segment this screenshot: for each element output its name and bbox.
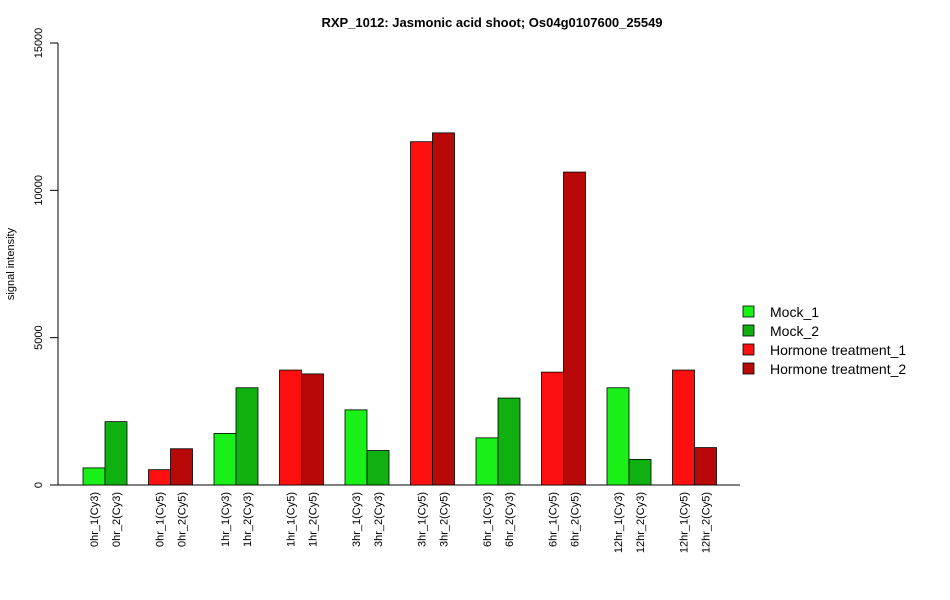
bar	[82, 467, 106, 486]
x-tick-label: 1hr_1(Cy3)	[220, 492, 232, 547]
x-tick-label: 0hr_2(Cy5)	[177, 492, 189, 547]
bar	[170, 448, 193, 486]
bar	[475, 437, 499, 486]
y-tick-label: 5000	[33, 325, 45, 349]
bars	[82, 132, 717, 486]
y-tick-label: 0	[33, 482, 45, 488]
legend-swatch	[742, 362, 755, 375]
y-tick-label: 15000	[33, 28, 45, 59]
bar	[279, 369, 302, 486]
legend-swatch	[742, 343, 755, 356]
y-tick-label: 10000	[33, 175, 45, 206]
x-tick-label: 12hr_1(Cy3)	[613, 492, 625, 553]
x-tick-label: 12hr_2(Cy5)	[701, 492, 713, 553]
x-tick-label: 0hr_2(Cy3)	[111, 492, 123, 547]
bar	[497, 397, 521, 486]
legend-entry: Mock_2	[770, 323, 819, 339]
x-tick-label: 3hr_2(Cy3)	[373, 492, 385, 547]
x-tick-label: 6hr_2(Cy5)	[570, 492, 582, 547]
chart-title: RXP_1012: Jasmonic acid shoot; Os04g0107…	[321, 15, 662, 30]
x-axis-tick-labels: 0hr_1(Cy3) 0hr_2(Cy3) 0hr_1(Cy5) 0hr_2(Cy5)…	[89, 492, 713, 553]
bar	[628, 458, 652, 486]
bar	[235, 387, 259, 486]
x-tick-label: 0hr_1(Cy5)	[155, 492, 167, 547]
bar	[606, 387, 630, 486]
legend-entry: Mock_1	[770, 304, 819, 320]
bar	[213, 433, 237, 486]
x-tick-label: 3hr_1(Cy5)	[417, 492, 429, 547]
x-tick-label: 6hr_1(Cy3)	[482, 492, 494, 547]
legend-entry: Hormone treatment_2	[770, 361, 906, 377]
legend-entry: Hormone treatment_1	[770, 342, 906, 358]
x-tick-label: 0hr_1(Cy3)	[89, 492, 101, 547]
bar	[148, 469, 171, 486]
bar	[694, 447, 717, 486]
bar	[344, 409, 368, 486]
x-tick-label: 3hr_2(Cy5)	[439, 492, 451, 547]
x-tick-label: 1hr_2(Cy5)	[308, 492, 320, 547]
bar	[301, 373, 324, 486]
x-tick-label: 6hr_1(Cy5)	[548, 492, 560, 547]
bar	[563, 171, 586, 486]
legend-swatch	[742, 324, 755, 337]
bar	[366, 450, 390, 486]
x-tick-label: 1hr_1(Cy5)	[286, 492, 298, 547]
legend: Mock_1 Mock_2 Hormone treatment_1 Hormone t…	[742, 304, 906, 377]
x-tick-label: 12hr_2(Cy3)	[635, 492, 647, 553]
bar	[104, 421, 128, 486]
y-axis-ticks: 0 5000 10000 15000	[33, 28, 58, 488]
bar	[541, 371, 564, 486]
x-tick-label: 3hr_1(Cy3)	[351, 492, 363, 547]
x-tick-label: 12hr_1(Cy5)	[679, 492, 691, 553]
bar	[432, 132, 455, 486]
legend-swatch	[742, 305, 755, 318]
x-tick-label: 6hr_2(Cy3)	[504, 492, 516, 547]
bar	[410, 141, 433, 486]
x-tick-label: 1hr_2(Cy3)	[242, 492, 254, 547]
y-axis-label: signal intensity	[5, 227, 17, 300]
bar	[672, 369, 695, 486]
